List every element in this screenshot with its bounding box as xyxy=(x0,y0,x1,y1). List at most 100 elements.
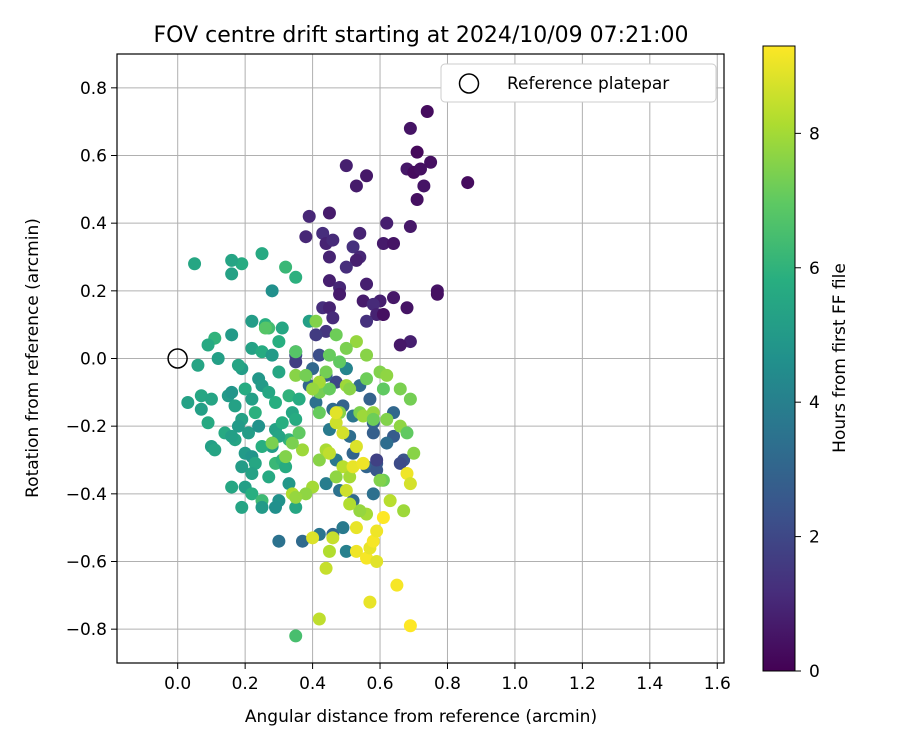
y-tick-label: 0.4 xyxy=(80,214,107,234)
scatter-point xyxy=(363,595,377,609)
y-tick-label: −0.8 xyxy=(66,620,107,640)
colorbar-gradient xyxy=(762,45,796,672)
colorbar: 0 2 4 6 8 Hours from first FF file xyxy=(762,45,850,682)
scatter-point xyxy=(366,412,380,426)
x-tick-label: 1.4 xyxy=(636,674,663,694)
scatter-point xyxy=(289,629,303,643)
y-tick-label: 0.6 xyxy=(80,147,107,167)
scatter-point xyxy=(370,524,384,538)
scatter-point xyxy=(306,382,320,396)
scatter-point xyxy=(403,392,417,406)
colorbar-tick-label: 4 xyxy=(809,393,820,413)
scatter-point xyxy=(255,247,269,261)
y-tick-label: 0.0 xyxy=(80,350,107,370)
scatter-point xyxy=(242,426,256,440)
scatter-point xyxy=(312,348,326,362)
scatter-point xyxy=(289,270,303,284)
scatter-point xyxy=(282,389,296,403)
legend-label: Reference platepar xyxy=(507,74,669,94)
scatter-point xyxy=(235,500,249,514)
scatter-point xyxy=(201,338,215,352)
scatter-point xyxy=(255,439,269,453)
scatter-point xyxy=(275,321,289,335)
scatter-point xyxy=(380,368,394,382)
scatter-point xyxy=(289,355,303,369)
scatter-point xyxy=(319,365,333,379)
colorbar-tick-label: 6 xyxy=(809,259,820,279)
scatter-point xyxy=(360,277,374,291)
scatter-point xyxy=(265,436,279,450)
scatter-point xyxy=(383,494,397,508)
scatter-point xyxy=(245,487,259,501)
scatter-point xyxy=(360,314,374,328)
scatter-point xyxy=(349,335,363,349)
scatter-point xyxy=(336,521,350,535)
scatter-point xyxy=(225,253,239,267)
scatter-point xyxy=(289,500,303,514)
scatter-point xyxy=(376,236,390,250)
scatter-point xyxy=(275,416,289,430)
scatter-point xyxy=(366,426,380,440)
scatter-point xyxy=(285,436,299,450)
x-tick-label: 0.0 xyxy=(164,674,191,694)
scatter-point xyxy=(289,345,303,359)
scatter-point xyxy=(248,456,262,470)
colorbar-tick-label: 2 xyxy=(809,528,820,548)
y-tick-label: −0.4 xyxy=(66,485,107,505)
scatter-point xyxy=(400,301,414,315)
scatter-point xyxy=(238,382,252,396)
scatter-point xyxy=(225,385,239,399)
x-tick-label: 1.6 xyxy=(704,674,731,694)
x-tick-label: 0.6 xyxy=(367,674,394,694)
scatter-point xyxy=(403,121,417,135)
scatter-point xyxy=(329,416,343,430)
scatter-point xyxy=(403,619,417,633)
scatter-point xyxy=(194,402,208,416)
scatter-point xyxy=(410,145,424,159)
scatter-point xyxy=(312,612,326,626)
scatter-point xyxy=(393,338,407,352)
scatter-point xyxy=(289,412,303,426)
scatter-point xyxy=(181,395,195,409)
scatter-point xyxy=(326,531,340,545)
scatter-point xyxy=(356,456,370,470)
scatter-point xyxy=(400,467,414,481)
scatter-point xyxy=(353,504,367,518)
scatter-point xyxy=(255,500,269,514)
scatter-point xyxy=(339,544,353,558)
scatter-point xyxy=(292,426,306,440)
scatter-point xyxy=(262,470,276,484)
scatter-point xyxy=(414,162,427,176)
scatter-point xyxy=(380,412,394,426)
scatter-point xyxy=(245,341,259,355)
scatter-point xyxy=(309,314,323,328)
scatter-point xyxy=(366,534,380,548)
scatter-point xyxy=(349,179,363,193)
scatter-point xyxy=(272,534,286,548)
scatter-point xyxy=(322,274,336,288)
scatter-point xyxy=(322,250,336,264)
scatter-point xyxy=(268,500,282,514)
scatter-point xyxy=(299,368,313,382)
scatter-point xyxy=(360,551,374,565)
scatter-point xyxy=(262,385,276,399)
scatter-point xyxy=(194,389,208,403)
scatter-point xyxy=(309,328,323,342)
scatter-point xyxy=(188,257,202,271)
scatter-point xyxy=(410,192,424,206)
scatter-point xyxy=(312,453,326,467)
scatter-point xyxy=(336,460,350,474)
scatter-point xyxy=(380,216,394,230)
scatter-point xyxy=(387,291,401,305)
scatter-point xyxy=(430,287,444,301)
scatter-point xyxy=(349,544,363,558)
scatter-point xyxy=(336,426,350,440)
scatter-point xyxy=(272,335,286,349)
scatter-point xyxy=(370,463,384,477)
scatter-point xyxy=(403,220,417,234)
scatter-point xyxy=(390,578,404,592)
x-tick-label: 0.8 xyxy=(434,674,461,694)
scatter-point xyxy=(333,355,347,369)
scatter-point xyxy=(366,487,380,501)
scatter-point xyxy=(360,169,374,183)
